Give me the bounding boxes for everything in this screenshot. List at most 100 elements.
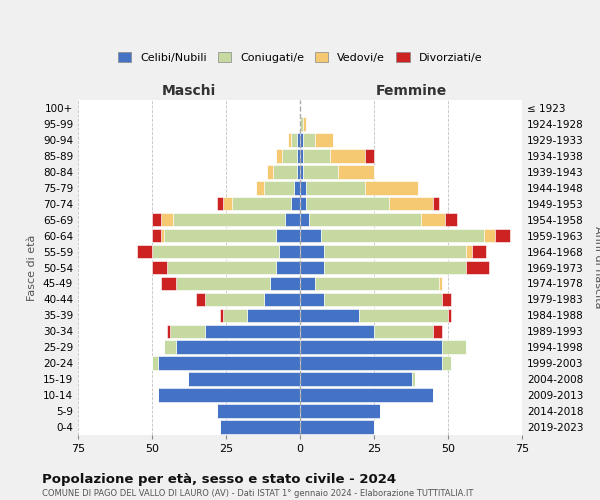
Bar [300, 292, 323, 306]
Bar [173, 213, 285, 226]
Bar [217, 197, 223, 210]
Bar [167, 260, 277, 274]
Bar [448, 308, 451, 322]
Bar [277, 229, 300, 242]
Bar [176, 340, 300, 354]
Legend: Celibi/Nubili, Coniugati/e, Vedovi/e, Divorziati/e: Celibi/Nubili, Coniugati/e, Vedovi/e, Di… [115, 48, 485, 66]
Bar [271, 276, 300, 290]
Bar [158, 356, 300, 370]
Bar [297, 133, 300, 146]
Bar [300, 149, 303, 162]
Bar [338, 165, 374, 178]
Bar [161, 213, 173, 226]
Bar [220, 420, 300, 434]
Bar [161, 229, 164, 242]
Bar [274, 165, 297, 178]
Bar [303, 165, 338, 178]
Bar [282, 149, 297, 162]
Bar [466, 245, 472, 258]
Bar [303, 117, 306, 130]
Bar [315, 276, 439, 290]
Bar [306, 181, 365, 194]
Bar [323, 260, 466, 274]
Bar [164, 229, 277, 242]
Bar [300, 245, 323, 258]
Bar [232, 197, 291, 210]
Bar [433, 324, 442, 338]
Bar [442, 292, 451, 306]
Bar [412, 372, 415, 386]
Bar [300, 213, 309, 226]
Bar [288, 133, 291, 146]
Bar [223, 197, 232, 210]
Bar [389, 197, 433, 210]
Bar [439, 276, 442, 290]
Bar [300, 324, 374, 338]
Bar [279, 245, 300, 258]
Bar [300, 356, 442, 370]
Bar [300, 260, 323, 274]
Text: Maschi: Maschi [162, 84, 216, 98]
Bar [152, 245, 279, 258]
Bar [164, 340, 176, 354]
Bar [294, 181, 300, 194]
Bar [152, 213, 161, 226]
Bar [196, 292, 205, 306]
Bar [303, 149, 329, 162]
Text: COMUNE DI PAGO DEL VALLO DI LAURO (AV) - Dati ISTAT 1° gennaio 2024 - Elaborazio: COMUNE DI PAGO DEL VALLO DI LAURO (AV) -… [42, 489, 473, 498]
Y-axis label: Fasce di età: Fasce di età [28, 234, 37, 300]
Bar [365, 149, 374, 162]
Bar [188, 372, 300, 386]
Bar [321, 229, 484, 242]
Text: Popolazione per età, sesso e stato civile - 2024: Popolazione per età, sesso e stato civil… [42, 472, 396, 486]
Bar [303, 133, 315, 146]
Bar [472, 245, 487, 258]
Bar [205, 292, 265, 306]
Bar [300, 229, 321, 242]
Bar [300, 117, 303, 130]
Bar [309, 213, 421, 226]
Bar [445, 213, 457, 226]
Bar [268, 165, 274, 178]
Bar [265, 181, 294, 194]
Bar [297, 165, 300, 178]
Bar [365, 181, 418, 194]
Bar [300, 372, 412, 386]
Bar [161, 276, 176, 290]
Bar [359, 308, 448, 322]
Bar [300, 276, 315, 290]
Bar [484, 229, 496, 242]
Bar [205, 324, 300, 338]
Bar [285, 213, 300, 226]
Bar [300, 404, 380, 418]
Bar [277, 149, 282, 162]
Bar [496, 229, 510, 242]
Bar [247, 308, 300, 322]
Bar [442, 356, 451, 370]
Bar [152, 260, 167, 274]
Bar [300, 308, 359, 322]
Bar [442, 340, 466, 354]
Bar [152, 229, 161, 242]
Bar [306, 197, 389, 210]
Bar [217, 404, 300, 418]
Bar [256, 181, 265, 194]
Bar [220, 308, 223, 322]
Bar [300, 388, 433, 402]
Bar [291, 197, 300, 210]
Bar [277, 260, 300, 274]
Bar [291, 133, 297, 146]
Bar [167, 324, 170, 338]
Bar [315, 133, 332, 146]
Bar [300, 420, 374, 434]
Bar [137, 245, 152, 258]
Bar [170, 324, 205, 338]
Y-axis label: Anni di nascita: Anni di nascita [593, 226, 600, 308]
Bar [329, 149, 365, 162]
Bar [374, 324, 433, 338]
Bar [421, 213, 445, 226]
Bar [433, 197, 439, 210]
Bar [300, 340, 442, 354]
Bar [297, 149, 300, 162]
Bar [300, 133, 303, 146]
